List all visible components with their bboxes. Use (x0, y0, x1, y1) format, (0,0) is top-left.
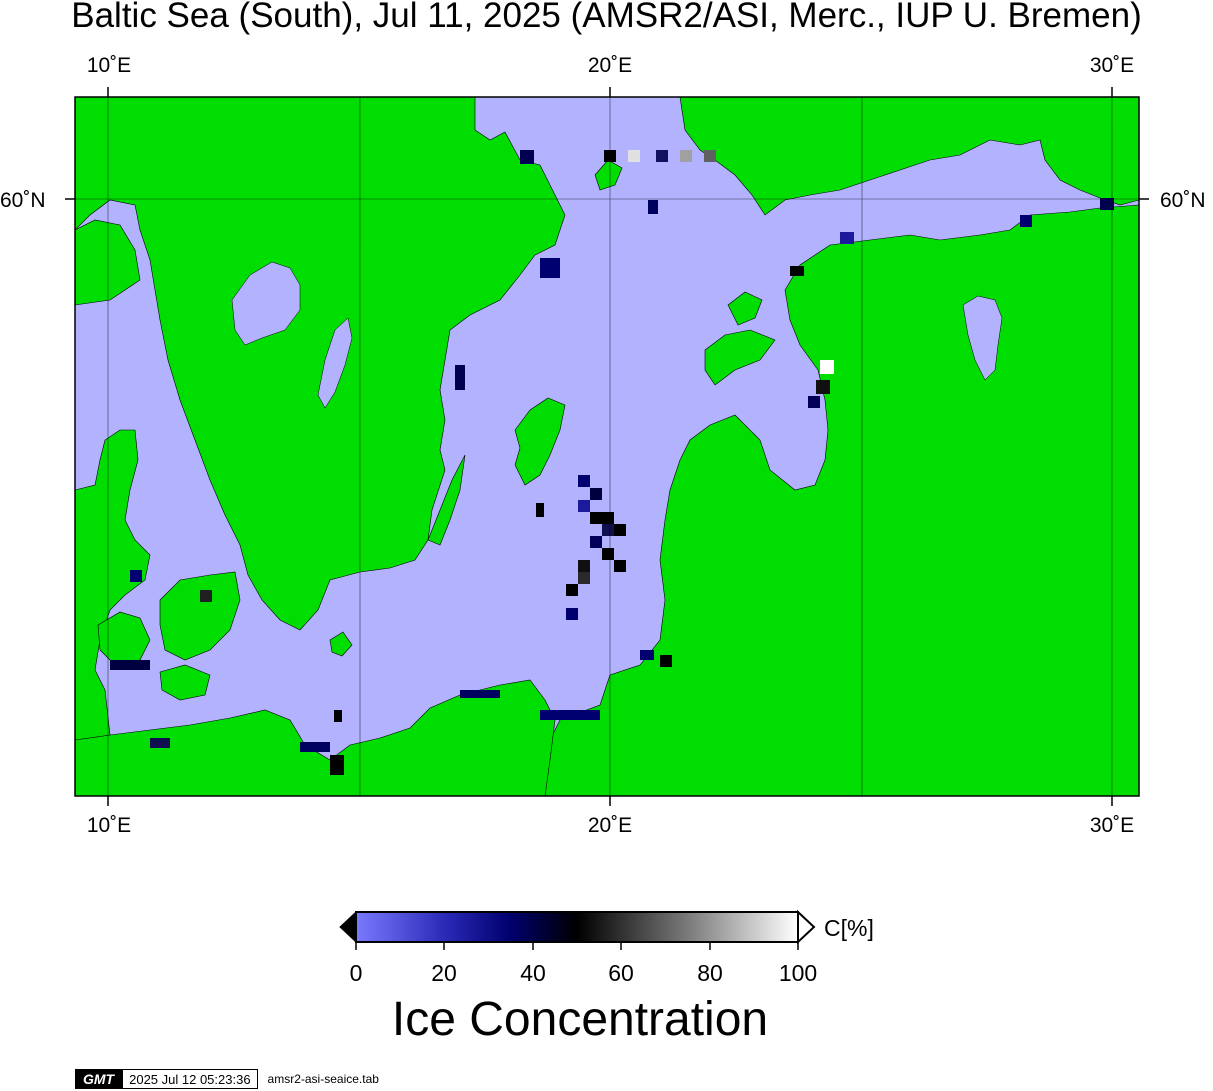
colorbar-over-triangle (797, 909, 816, 945)
lon-label-10e-top: 10˚E (86, 54, 132, 77)
land-scandinavia (75, 97, 566, 631)
colorbar-tick-100: 100 (778, 960, 818, 986)
gmt-logo: GMT (75, 1069, 123, 1089)
lon-label-30e-bottom: 30˚E (1089, 814, 1135, 837)
land-jutland (75, 429, 151, 741)
lake-vattern (317, 317, 353, 409)
lake-vanern (231, 261, 301, 346)
colorbar-tick-60: 60 (608, 960, 634, 986)
timestamp: 2025 Jul 12 05:23:36 (122, 1069, 258, 1089)
lake-peipus (962, 295, 1003, 381)
land-saaremaa (704, 329, 776, 386)
land-gotland (514, 397, 566, 486)
lon-label-20e-top: 20˚E (587, 54, 633, 77)
lon-label-20e-bottom: 20˚E (587, 814, 633, 837)
frame-ticks (65, 87, 1149, 806)
colorbar-under-triangle (339, 910, 357, 944)
colorbar (339, 909, 816, 950)
land-norway-west (75, 219, 141, 306)
ice-pixels (110, 150, 1114, 775)
land-lolland (159, 664, 211, 701)
land-hiiumaa (727, 291, 763, 326)
lat-label-60n-right: 60˚N (1160, 189, 1206, 212)
land-bornholm (329, 631, 353, 657)
source-file: amsr2-asi-seaice.tab (267, 1072, 379, 1086)
colorbar-tick-80: 80 (697, 960, 723, 986)
colorbar-gradient (355, 911, 799, 943)
gulf-of-riga (740, 385, 822, 485)
colorbar-tick-0: 0 (349, 960, 363, 986)
map-frame (74, 96, 1140, 797)
graticule (75, 97, 1139, 796)
land-zealand (159, 571, 241, 661)
lon-label-30e-top: 30˚E (1089, 54, 1135, 77)
lon-label-10e-bottom: 10˚E (86, 814, 132, 837)
lat-label-60n-left: 60˚N (0, 189, 46, 212)
colorbar-tick-40: 40 (520, 960, 546, 986)
map-title: Baltic Sea (South), Jul 11, 2025 (AMSR2/… (71, 0, 1142, 35)
colorbar-tick-20: 20 (431, 960, 457, 986)
colorbar-unit: C[%] (824, 915, 874, 941)
land-aland (594, 159, 623, 191)
footer: GMT 2025 Jul 12 05:23:36 amsr2-asi-seaic… (75, 1069, 389, 1089)
colorbar-label: Ice Concentration (391, 993, 769, 1046)
land-funen (97, 611, 151, 666)
land-oland (427, 454, 466, 546)
land-south-coast (75, 679, 556, 796)
